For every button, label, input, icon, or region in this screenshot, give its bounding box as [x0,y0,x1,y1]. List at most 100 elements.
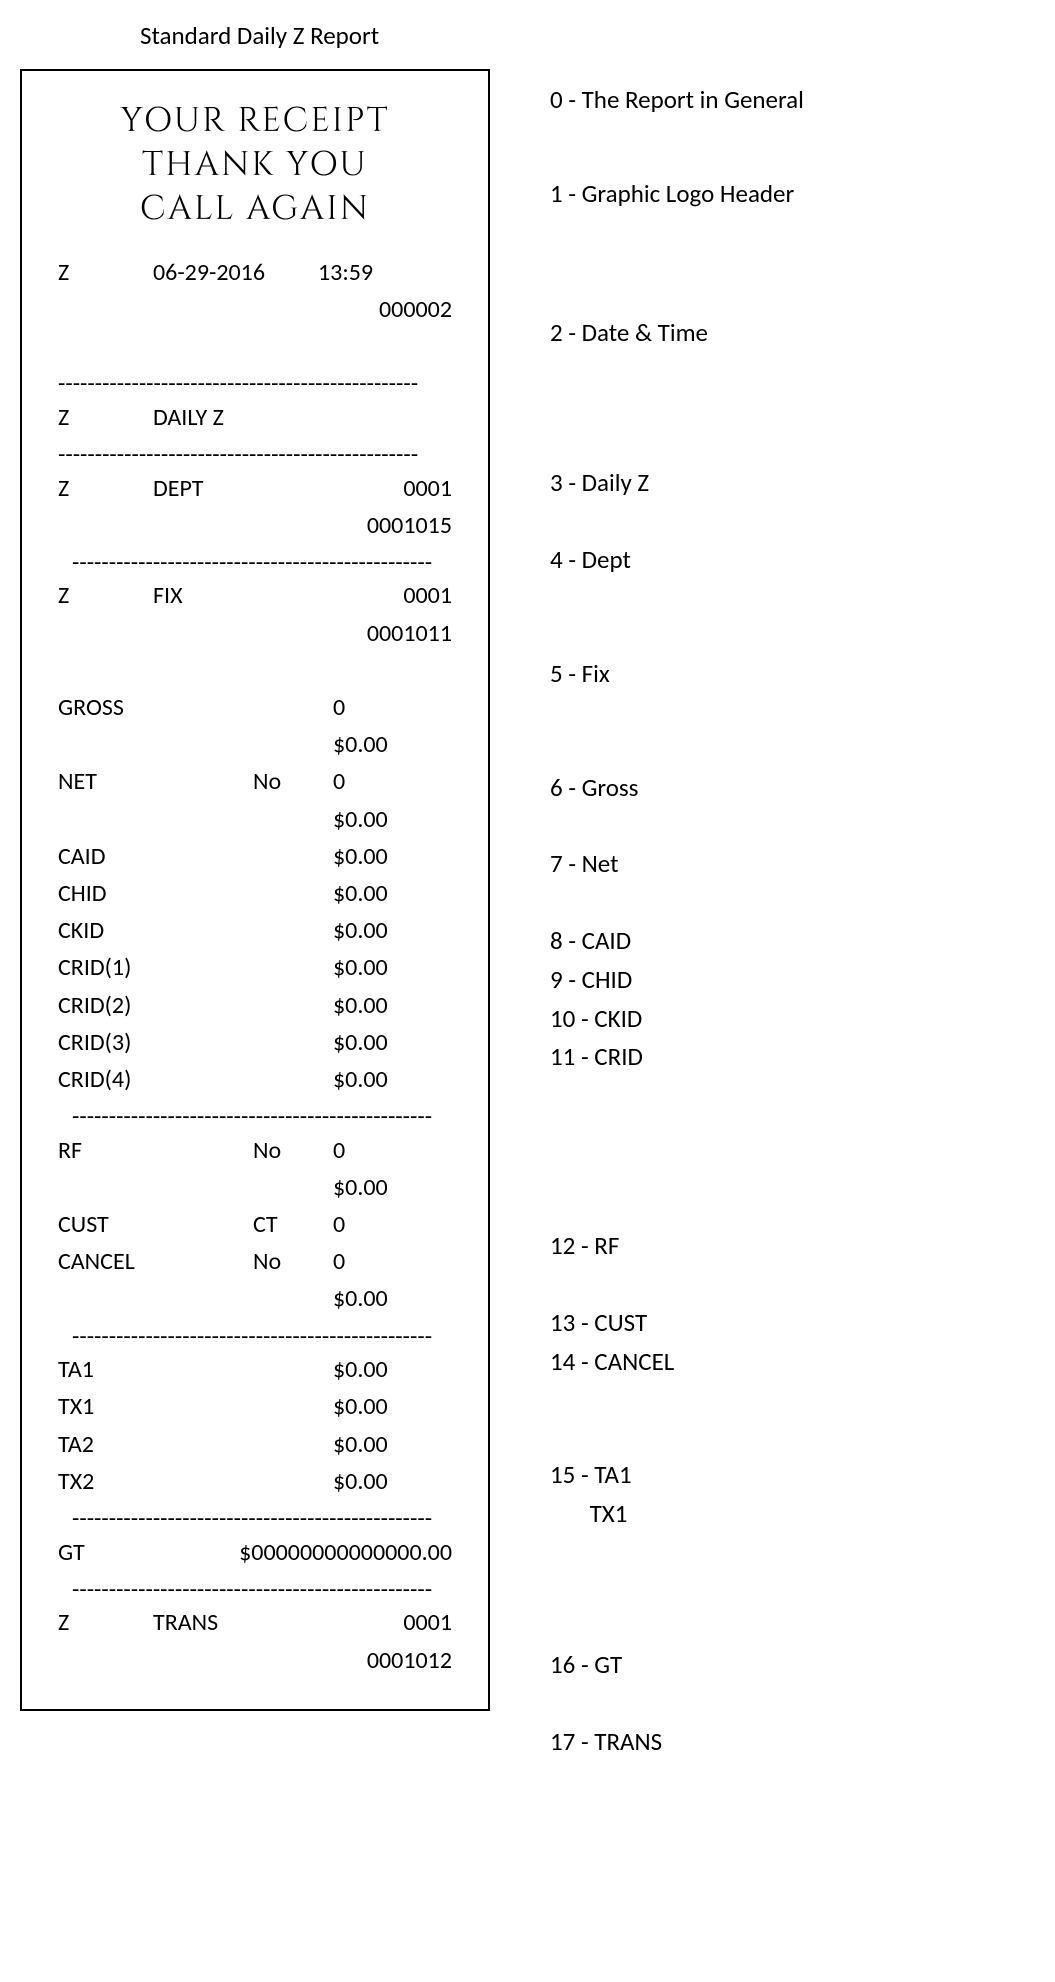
tx1-label: TX1 [58,1388,333,1425]
rf-row: RF No 0 [58,1132,452,1169]
annotation-16: 16 - GT [550,1646,804,1685]
dept-code: 0001015 [58,507,452,544]
sequence-number: 000002 [58,291,452,328]
annotation-14: 14 - CANCEL [550,1343,804,1382]
z-marker: Z [58,1604,153,1641]
logo-line-3: CALL AGAIN [58,187,452,231]
cancel-flag: No [253,1243,333,1280]
crid4-amount: $0.00 [333,1061,452,1098]
crid1-amount: $0.00 [333,949,452,986]
net-row: NET No 0 [58,763,452,800]
separator: ----------------------------------------… [72,1500,452,1534]
annotation-3: 3 - Daily Z [550,464,804,503]
ta2-amount: $0.00 [333,1426,452,1463]
crid2-row: CRID(2) $0.00 [58,987,452,1024]
ckid-label: CKID [58,912,333,949]
separator: ----------------------------------------… [72,1098,452,1132]
ta2-row: TA2 $0.00 [58,1426,452,1463]
z-marker: Z [58,399,153,436]
cancel-row: CANCEL No 0 [58,1243,452,1280]
crid3-label: CRID(3) [58,1024,333,1061]
receipt: YOUR RECEIPT THANK YOU CALL AGAIN Z 06-2… [20,69,490,1711]
annotation-2: 2 - Date & Time [550,314,804,353]
cust-label: CUST [58,1206,253,1243]
page-title: Standard Daily Z Report [140,20,1055,51]
crid2-label: CRID(2) [58,987,333,1024]
gross-amount: $0.00 [333,726,452,763]
datetime-row: Z 06-29-2016 13:59 [58,254,452,291]
fix-code: 0001011 [58,615,452,652]
separator: ----------------------------------------… [58,436,452,470]
tx2-row: TX2 $0.00 [58,1463,452,1500]
annotation-17: 17 - TRANS [550,1723,804,1762]
net-count: 0 [333,763,452,800]
dept-label: DEPT [153,470,253,507]
ta2-label: TA2 [58,1426,333,1463]
annotations-column: 0 - The Report in General 1 - Graphic Lo… [550,69,804,1761]
tx2-amount: $0.00 [333,1463,452,1500]
tx1-row: TX1 $0.00 [58,1388,452,1425]
ckid-row: CKID $0.00 [58,912,452,949]
cancel-count: 0 [333,1243,452,1280]
annotation-9: 9 - CHID [550,961,804,1000]
annotation-4: 4 - Dept [550,541,804,580]
trans-label: TRANS [153,1604,253,1641]
annotation-1: 1 - Graphic Logo Header [550,175,804,214]
daily-z-label: DAILY Z [153,399,452,436]
separator: ----------------------------------------… [58,365,452,399]
crid4-row: CRID(4) $0.00 [58,1061,452,1098]
ta1-amount: $0.00 [333,1351,452,1388]
gross-row: GROSS 0 [58,689,452,726]
gt-amount: $00000000000000.00 [198,1534,452,1571]
separator: ----------------------------------------… [72,1318,452,1352]
caid-label: CAID [58,838,333,875]
chid-amount: $0.00 [333,875,452,912]
rf-count: 0 [333,1132,452,1169]
crid1-row: CRID(1) $0.00 [58,949,452,986]
crid1-label: CRID(1) [58,949,333,986]
fix-row: Z FIX 0001 [58,577,452,614]
ta1-label: TA1 [58,1351,333,1388]
caid-amount: $0.00 [333,838,452,875]
gt-row: GT $00000000000000.00 [58,1534,452,1571]
dept-num: 0001 [253,470,452,507]
annotation-11: 11 - CRID [550,1038,804,1077]
crid3-row: CRID(3) $0.00 [58,1024,452,1061]
logo-line-1: YOUR RECEIPT [58,99,452,143]
chid-row: CHID $0.00 [58,875,452,912]
logo-line-2: THANK YOU [58,143,452,187]
net-flag: No [253,763,333,800]
fix-label: FIX [153,577,253,614]
trans-row: Z TRANS 0001 [58,1604,452,1641]
rf-label: RF [58,1132,253,1169]
fix-num: 0001 [253,577,452,614]
cust-count: 0 [333,1206,452,1243]
tx1-amount: $0.00 [333,1388,452,1425]
annotation-8: 8 - CAID [550,922,804,961]
cancel-label: CANCEL [58,1243,253,1280]
ckid-amount: $0.00 [333,912,452,949]
gross-label: GROSS [58,689,253,726]
logo-header: YOUR RECEIPT THANK YOU CALL AGAIN [58,99,452,232]
cancel-amount: $0.00 [333,1280,452,1317]
net-label: NET [58,763,253,800]
separator: ----------------------------------------… [72,1571,452,1605]
time-value: 13:59 [318,254,452,291]
annotation-10: 10 - CKID [550,1000,804,1039]
gross-count: 0 [333,689,452,726]
dept-row: Z DEPT 0001 [58,470,452,507]
annotation-7: 7 - Net [550,845,804,884]
gt-label: GT [58,1534,198,1571]
annotation-6: 6 - Gross [550,769,804,808]
annotation-0: 0 - The Report in General [550,81,804,120]
annotation-5: 5 - Fix [550,655,804,694]
annotation-15: 15 - TA1 [550,1456,804,1495]
daily-z-row: Z DAILY Z [58,399,452,436]
annotation-13: 13 - CUST [550,1304,804,1343]
chid-label: CHID [58,875,333,912]
crid3-amount: $0.00 [333,1024,452,1061]
cust-flag: CT [253,1206,333,1243]
rf-flag: No [253,1132,333,1169]
annotation-12: 12 - RF [550,1227,804,1266]
annotation-15b: TX1 [550,1495,804,1534]
